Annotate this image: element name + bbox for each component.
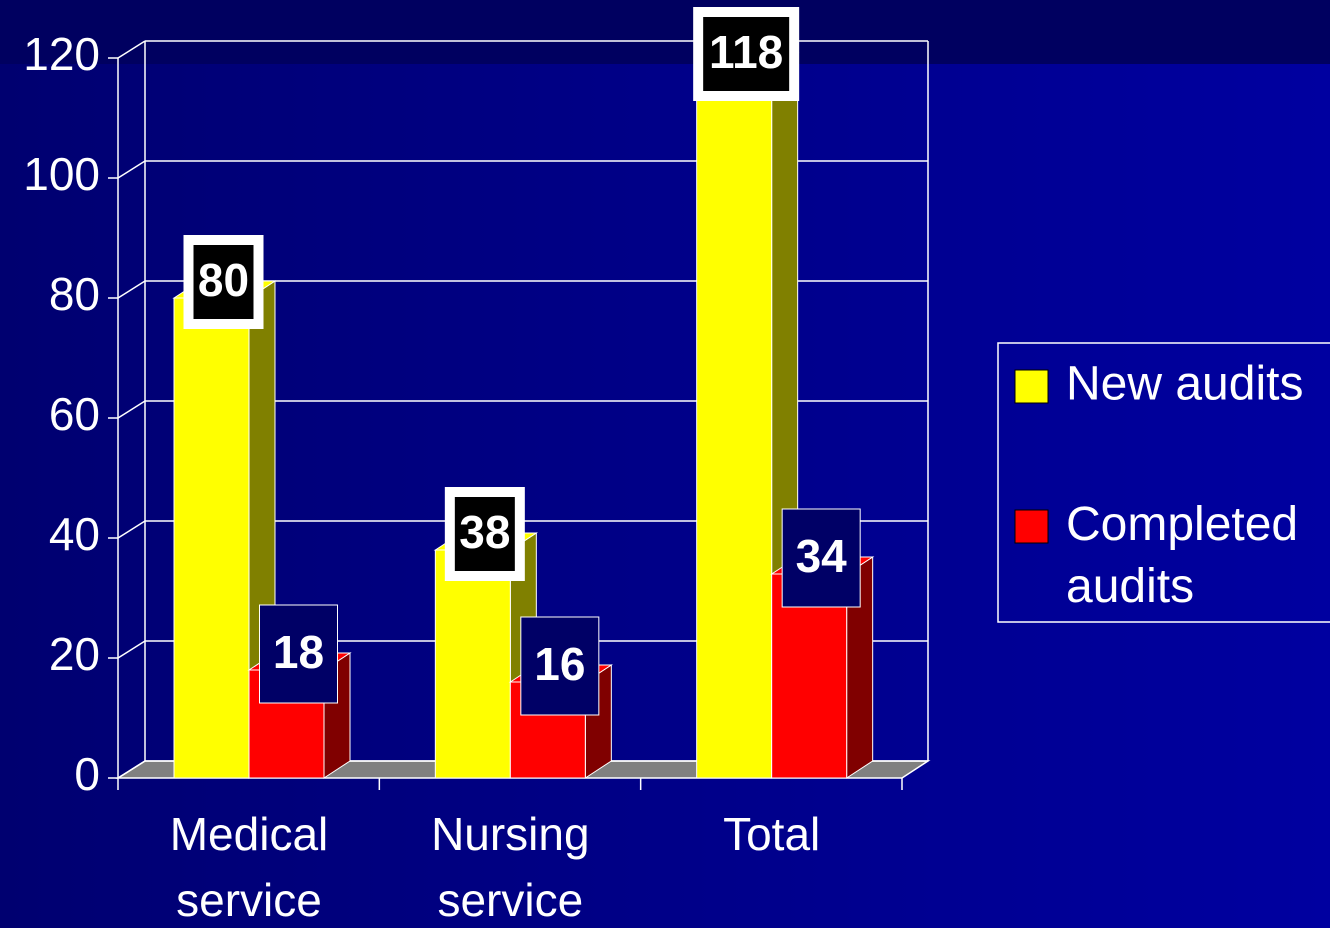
legend-swatch [1014,509,1049,544]
value-label: 118 [709,26,783,78]
grid-side [117,640,146,659]
value-label: 80 [198,254,249,306]
bar-front [771,573,848,779]
y-tick-label: 100 [23,148,100,200]
grid-side [117,520,146,539]
bar-front [434,549,511,779]
y-tick-label: 20 [49,628,100,680]
grid-side [117,760,146,779]
y-tick-label: 120 [23,28,100,80]
value-label: 18 [273,626,324,678]
legend-box [997,342,1330,623]
y-tick-label: 60 [49,388,100,440]
y-tick-label: 40 [49,508,100,560]
legend-label: New audits [1066,358,1303,411]
value-label: 34 [796,530,848,582]
value-label-box [520,616,600,716]
grid-side [117,280,146,299]
value-label-box [444,487,525,581]
grid-side [117,160,146,179]
y-tick-label: 80 [49,268,100,320]
x-tick-label: Medical service [170,808,329,926]
legend-label: Completed audits [1066,498,1298,613]
grid-side [117,40,146,59]
x-tick-label: Nursing service [431,808,590,926]
legend-swatch [1014,369,1049,404]
y-tick-label: 0 [74,748,100,800]
value-label-box [259,604,338,704]
bar-front [173,297,250,779]
x-tick-label: Total [723,808,820,860]
top-band [0,0,1330,64]
value-label-box [693,7,800,101]
value-label: 16 [534,638,585,690]
bar-front [696,69,773,779]
value-label-box [781,508,861,608]
value-label: 38 [459,506,510,558]
value-label-box [183,235,264,329]
grid-side [117,400,146,419]
